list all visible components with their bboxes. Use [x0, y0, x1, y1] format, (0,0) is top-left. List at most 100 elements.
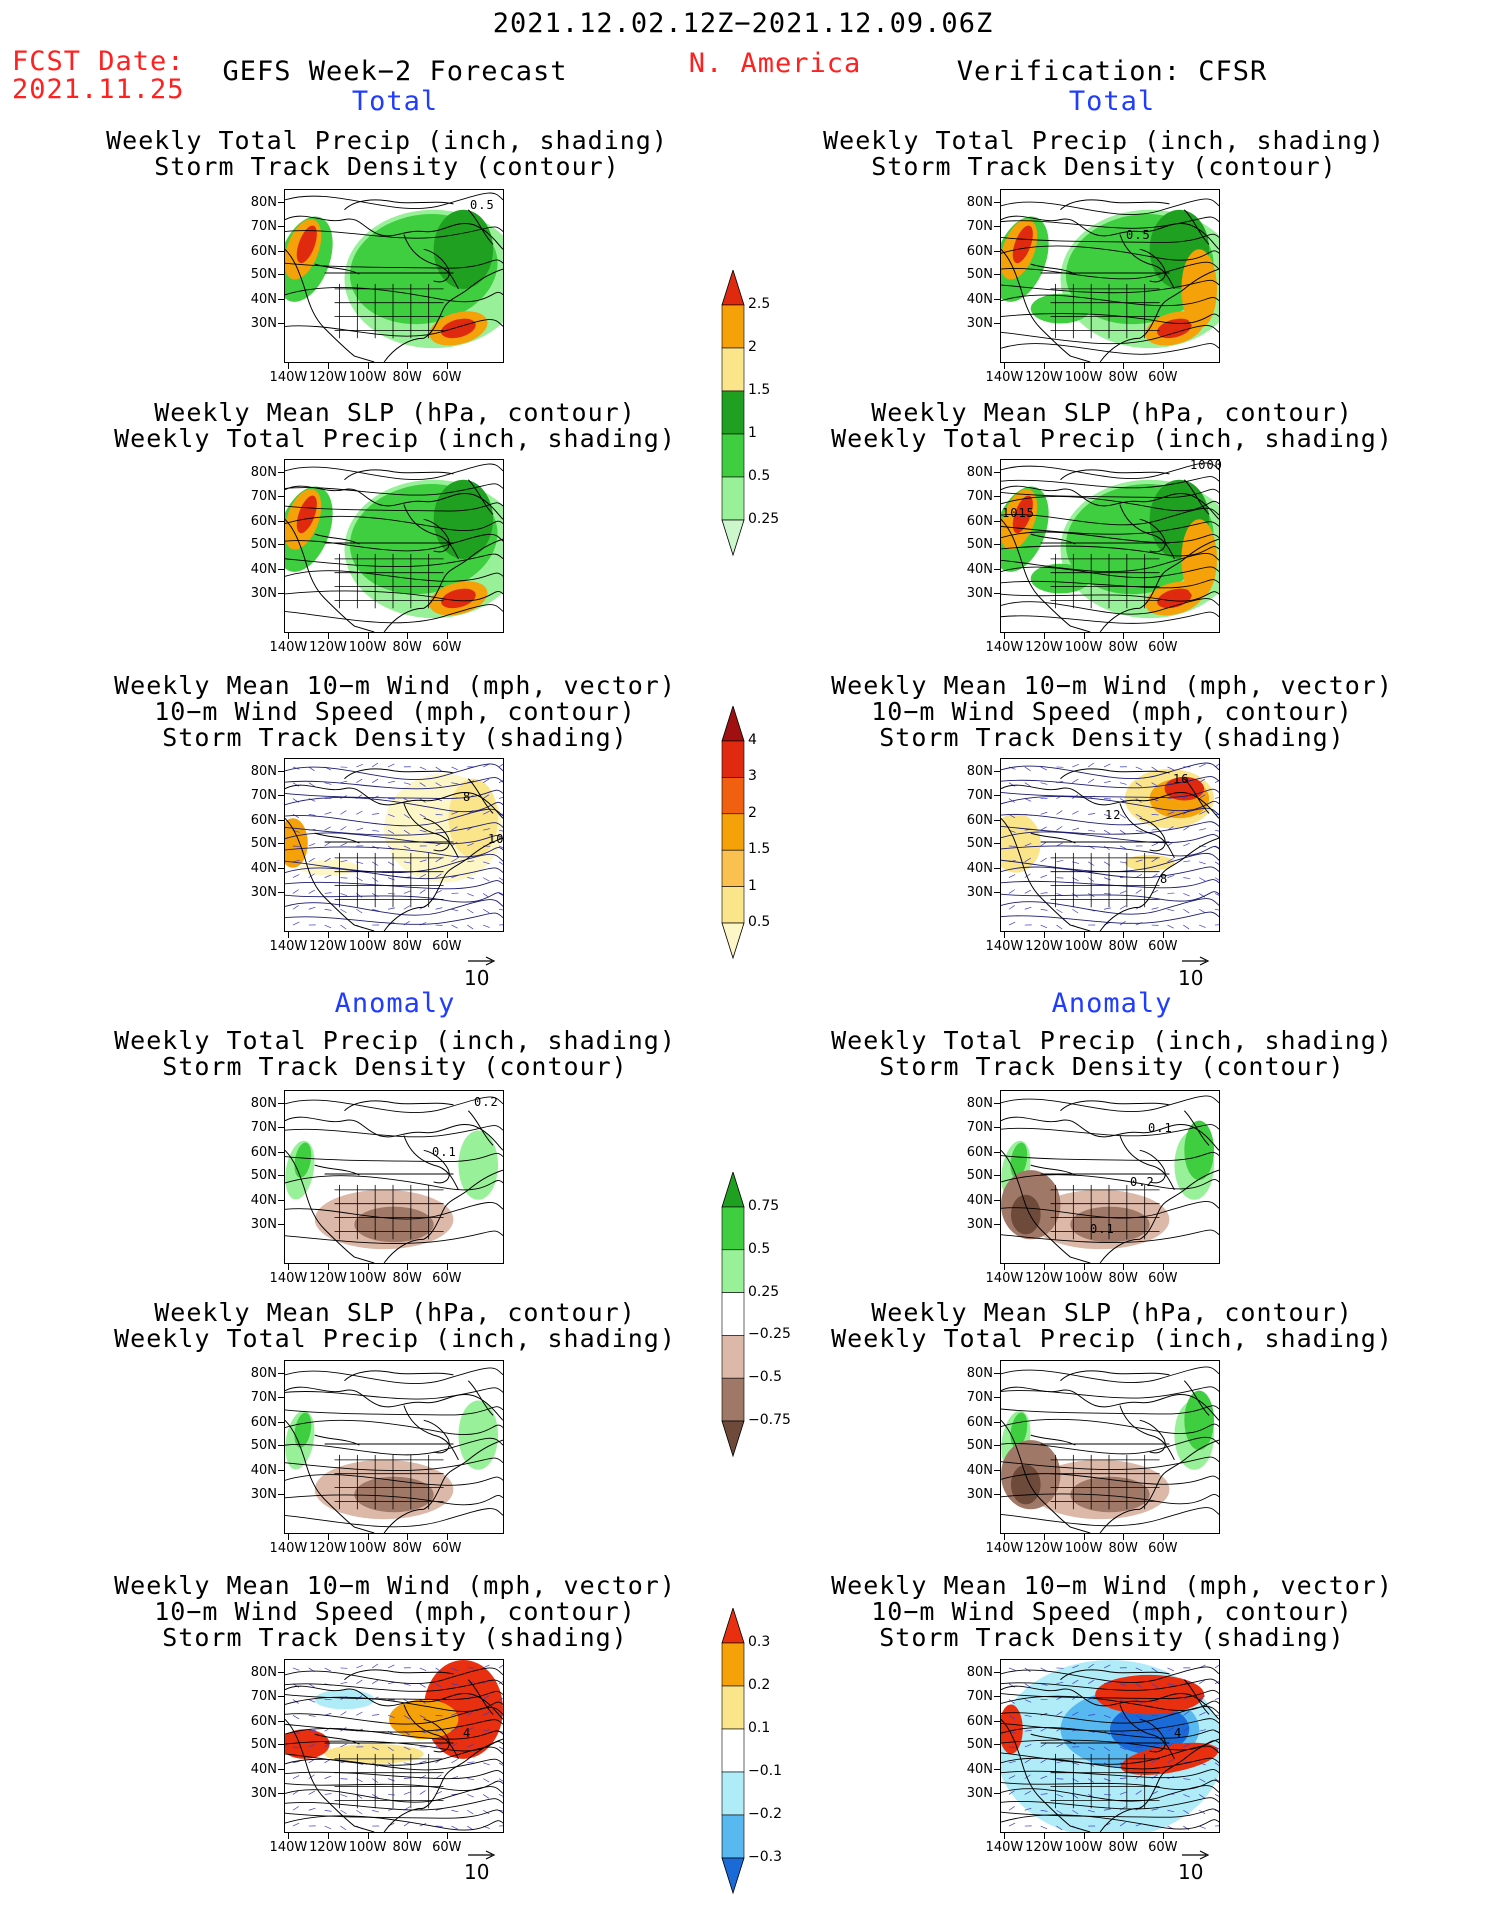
lon-tick [1123, 363, 1125, 369]
lon-tick-label: 100W [1064, 1271, 1103, 1286]
colorbar-bottom-triangle [721, 1857, 745, 1895]
lat-tick-label: 60N [250, 513, 277, 529]
colorbar-label: −0.3 [748, 1849, 782, 1865]
lon-tick [1123, 932, 1125, 938]
colorbar-label: −0.1 [748, 1763, 782, 1779]
colorbar-bottom-triangle [721, 519, 745, 557]
lat-tick-label: 30N [966, 585, 993, 601]
lat-tick [278, 1445, 284, 1447]
coastline [383, 268, 503, 362]
shading-blob [441, 588, 476, 609]
contour-line [285, 846, 503, 858]
contour-line [1001, 279, 1219, 294]
lat-tick-label: 50N [966, 1438, 993, 1454]
map-canvas [285, 1660, 503, 1832]
gefs-total-slp-map [284, 459, 504, 633]
cfsr-title: Verification: CFSR [956, 56, 1268, 87]
lat-tick-label: 70N [966, 489, 993, 505]
contour-line [285, 259, 503, 269]
shading-blob [458, 1130, 499, 1200]
map-canvas [1001, 762, 1219, 931]
map-canvas [285, 192, 503, 362]
lon-tick-label: 120W [309, 1541, 347, 1556]
contour-line [1001, 866, 1219, 879]
lon-tick-label: 100W [348, 1840, 387, 1855]
lat-tick-label: 80N [966, 465, 993, 481]
gefs-total-section: Total [351, 86, 439, 117]
colorbar-label: 0.75 [748, 1198, 780, 1214]
lon-tick-label: 60W [1148, 1271, 1178, 1286]
colorbar-label: −0.75 [748, 1412, 791, 1428]
state-borders [1040, 1742, 1170, 1809]
lat-tick-label: 30N [966, 884, 993, 900]
shading-blob [354, 1206, 434, 1243]
lat-tick [994, 568, 1000, 570]
contour-line [285, 1667, 503, 1684]
state-borders [324, 1173, 454, 1240]
lat-tick [994, 1151, 1000, 1153]
lat-tick-label: 50N [966, 267, 993, 283]
coastline [285, 1718, 375, 1832]
lat-tick-label: 60N [966, 1144, 993, 1160]
lat-tick-label: 60N [966, 513, 993, 529]
coastline [403, 234, 459, 290]
lat-tick [994, 1445, 1000, 1447]
gefs-anom-wind-label: 4 [463, 1726, 472, 1740]
coastline [285, 485, 503, 520]
cfsr-total-wind-map [1000, 758, 1220, 932]
cfsr-anom-vector-ref: 10 [1178, 1850, 1212, 1884]
lat-tick [994, 520, 1000, 522]
colorbar-segment [721, 1335, 745, 1379]
shading-blob [1012, 225, 1033, 264]
lon-tick-label: 120W [309, 370, 347, 385]
colorbar-top-triangle [721, 270, 745, 306]
lat-tick-label: 60N [250, 812, 277, 828]
lat-tick [278, 1469, 284, 1471]
lon-tick [1044, 1833, 1045, 1839]
contour-line [285, 1696, 503, 1712]
lon-tick-label: 60W [432, 370, 462, 385]
cfsr-total-slp-label-b: 1015 [1002, 506, 1035, 520]
contour-line [1001, 462, 1219, 479]
cfsr-total-precip-map [1000, 189, 1220, 363]
gefs-total-precip-label: 0.5 [470, 198, 495, 212]
cfsr-anom-wind-label: 4 [1174, 1726, 1183, 1740]
contour-line [285, 1798, 503, 1811]
lon-tick-label: 120W [1025, 1840, 1063, 1855]
cfsr-anom-precip-title: Weekly Total Precip (inch, shading) Storm… [831, 1026, 1393, 1081]
coastline [1099, 538, 1219, 632]
lon-tick [328, 932, 329, 938]
contour-line [1001, 845, 1219, 857]
gefs-total-precip-map [284, 189, 504, 363]
lon-tick [1044, 932, 1045, 938]
contour-line [285, 590, 503, 602]
lat-tick [278, 544, 284, 546]
coastline [1099, 1439, 1219, 1533]
lon-tick [328, 1833, 329, 1839]
shading-blob [441, 318, 476, 339]
contour-line [285, 853, 503, 874]
lat-tick-label: 80N [250, 1096, 277, 1112]
colorbar-label: 1 [748, 425, 757, 441]
colorbar-segment [721, 476, 745, 521]
coastline [1060, 1370, 1170, 1382]
cfsr-total-slp-label-a: 1000 [1190, 458, 1223, 472]
lat-tick-label: 50N [966, 1168, 993, 1184]
coastline [285, 817, 375, 931]
contour-line [285, 1457, 503, 1472]
lon-tick-label: 60W [432, 1271, 462, 1286]
lon-tick-label: 100W [348, 370, 387, 385]
map-canvas [285, 463, 503, 632]
date-range-title: 2021.12.02.12Z−2021.12.09.06Z [492, 8, 994, 39]
coastline [1060, 1669, 1170, 1681]
contour-line [1001, 1727, 1219, 1739]
colorbar-segment [721, 849, 745, 887]
contour-line [285, 463, 503, 480]
coastline [314, 1164, 360, 1176]
lon-tick [1083, 633, 1085, 639]
contour-line [285, 1419, 503, 1435]
contour-line [285, 226, 503, 239]
lat-tick-label: 80N [250, 764, 277, 780]
lat-tick [994, 250, 1000, 252]
coastline [285, 1685, 503, 1720]
